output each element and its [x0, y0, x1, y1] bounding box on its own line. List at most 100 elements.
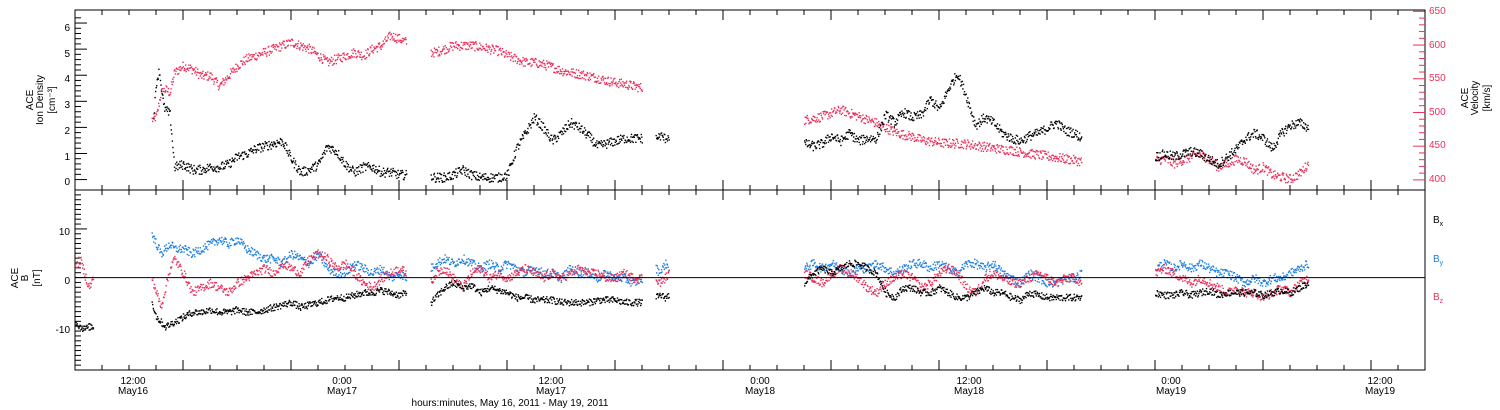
- density-series-point: [1252, 132, 1254, 134]
- by-series-point: [530, 266, 533, 268]
- velocity-series-point: [1265, 167, 1267, 169]
- density-series-point: [657, 137, 660, 140]
- density-series-point: [224, 167, 226, 170]
- density-series-point: [988, 115, 990, 118]
- by-series-point: [990, 266, 993, 268]
- velocity-series-point: [628, 84, 630, 87]
- density-series-point: [462, 166, 465, 168]
- by-series-point: [1030, 269, 1032, 271]
- velocity-series-point: [1304, 169, 1306, 171]
- density-series-point: [596, 140, 598, 142]
- density-series-point: [485, 178, 487, 180]
- density-series-point: [1155, 159, 1157, 161]
- density-series-point: [327, 144, 330, 147]
- density-series-point: [360, 172, 362, 174]
- density-series-point: [892, 116, 894, 119]
- velocity-series-point: [516, 61, 519, 63]
- density-series-point: [1224, 160, 1226, 162]
- density-series-point: [1184, 151, 1187, 153]
- by-series-point: [389, 275, 391, 278]
- velocity-series-point: [434, 51, 436, 54]
- density-series-point: [155, 87, 157, 89]
- velocity-series-point: [228, 77, 230, 79]
- velocity-series-point: [1041, 158, 1043, 160]
- by-series-point: [964, 261, 967, 263]
- density-series-point: [349, 166, 351, 168]
- velocity-series-point: [840, 107, 842, 110]
- velocity-series-point: [449, 41, 451, 44]
- by-series-point: [228, 247, 230, 249]
- density-series-point: [382, 174, 384, 176]
- density-series-point: [846, 137, 848, 140]
- velocity-series-point: [435, 48, 437, 51]
- velocity-series-point: [1193, 152, 1195, 154]
- velocity-series-point: [639, 87, 641, 90]
- density-series-point: [582, 132, 584, 134]
- density-series-point: [1170, 158, 1173, 160]
- density-series-point: [900, 113, 902, 115]
- velocity-series-point: [478, 49, 480, 51]
- density-series-point: [258, 149, 260, 151]
- by-series-point: [997, 265, 1000, 267]
- density-series-point: [255, 151, 257, 154]
- velocity-series-point: [811, 117, 813, 120]
- velocity-series-point: [930, 137, 933, 139]
- by-series-point: [375, 272, 377, 274]
- velocity-series-point: [641, 90, 643, 92]
- density-series-point: [879, 133, 881, 135]
- velocity-series-point: [562, 74, 564, 77]
- by-series-point: [993, 265, 995, 267]
- density-series-point: [1299, 118, 1302, 120]
- density-series-point: [1028, 131, 1030, 134]
- velocity-series-point: [954, 142, 957, 144]
- density-series-point: [1244, 142, 1246, 144]
- density-series-point: [467, 173, 469, 175]
- density-series-point: [160, 90, 163, 93]
- by-series-point: [987, 261, 989, 263]
- by-series-point: [294, 250, 296, 253]
- velocity-series-point: [956, 138, 958, 140]
- by-series-point: [914, 262, 916, 265]
- density-series-point: [197, 168, 199, 170]
- velocity-series-point: [516, 62, 518, 65]
- velocity-series-point: [901, 130, 904, 132]
- by-series-point: [405, 274, 407, 277]
- by-series-point: [272, 258, 274, 260]
- density-series-point: [291, 162, 293, 164]
- density-series-point: [607, 139, 609, 141]
- by-series-point: [156, 249, 159, 251]
- density-series-point: [292, 161, 294, 163]
- density-series-point: [446, 178, 449, 180]
- velocity-series-point: [331, 64, 334, 66]
- velocity-series-point: [174, 68, 176, 71]
- velocity-series-point: [927, 138, 930, 140]
- velocity-series-point: [608, 82, 610, 85]
- density-series-point: [616, 136, 619, 138]
- density-series-point: [977, 122, 980, 124]
- velocity-series-point: [404, 38, 406, 41]
- density-series-point: [207, 169, 209, 172]
- velocity-series-point: [976, 144, 979, 147]
- density-series-point: [302, 175, 304, 177]
- density-series-point: [1271, 147, 1273, 150]
- velocity-series-point: [892, 134, 894, 136]
- density-series-point: [463, 169, 465, 171]
- by-series-point: [241, 239, 243, 241]
- density-series-point: [478, 176, 480, 178]
- velocity-series-point: [280, 44, 282, 46]
- velocity-series-point: [1196, 153, 1198, 156]
- by-series-point: [244, 245, 247, 247]
- by-series-point: [176, 247, 178, 249]
- density-series-point: [207, 165, 210, 168]
- by-series-point: [354, 261, 356, 263]
- density-series-point: [188, 163, 190, 166]
- velocity-series-point: [586, 74, 588, 77]
- velocity-series-point: [564, 70, 566, 73]
- density-series-point: [1004, 133, 1006, 136]
- by-series-point: [909, 267, 912, 270]
- by-series-point: [882, 262, 884, 264]
- density-series-point: [509, 163, 511, 165]
- density-series-point: [1076, 136, 1078, 138]
- velocity-series-point: [444, 45, 446, 47]
- velocity-series-point: [283, 44, 285, 46]
